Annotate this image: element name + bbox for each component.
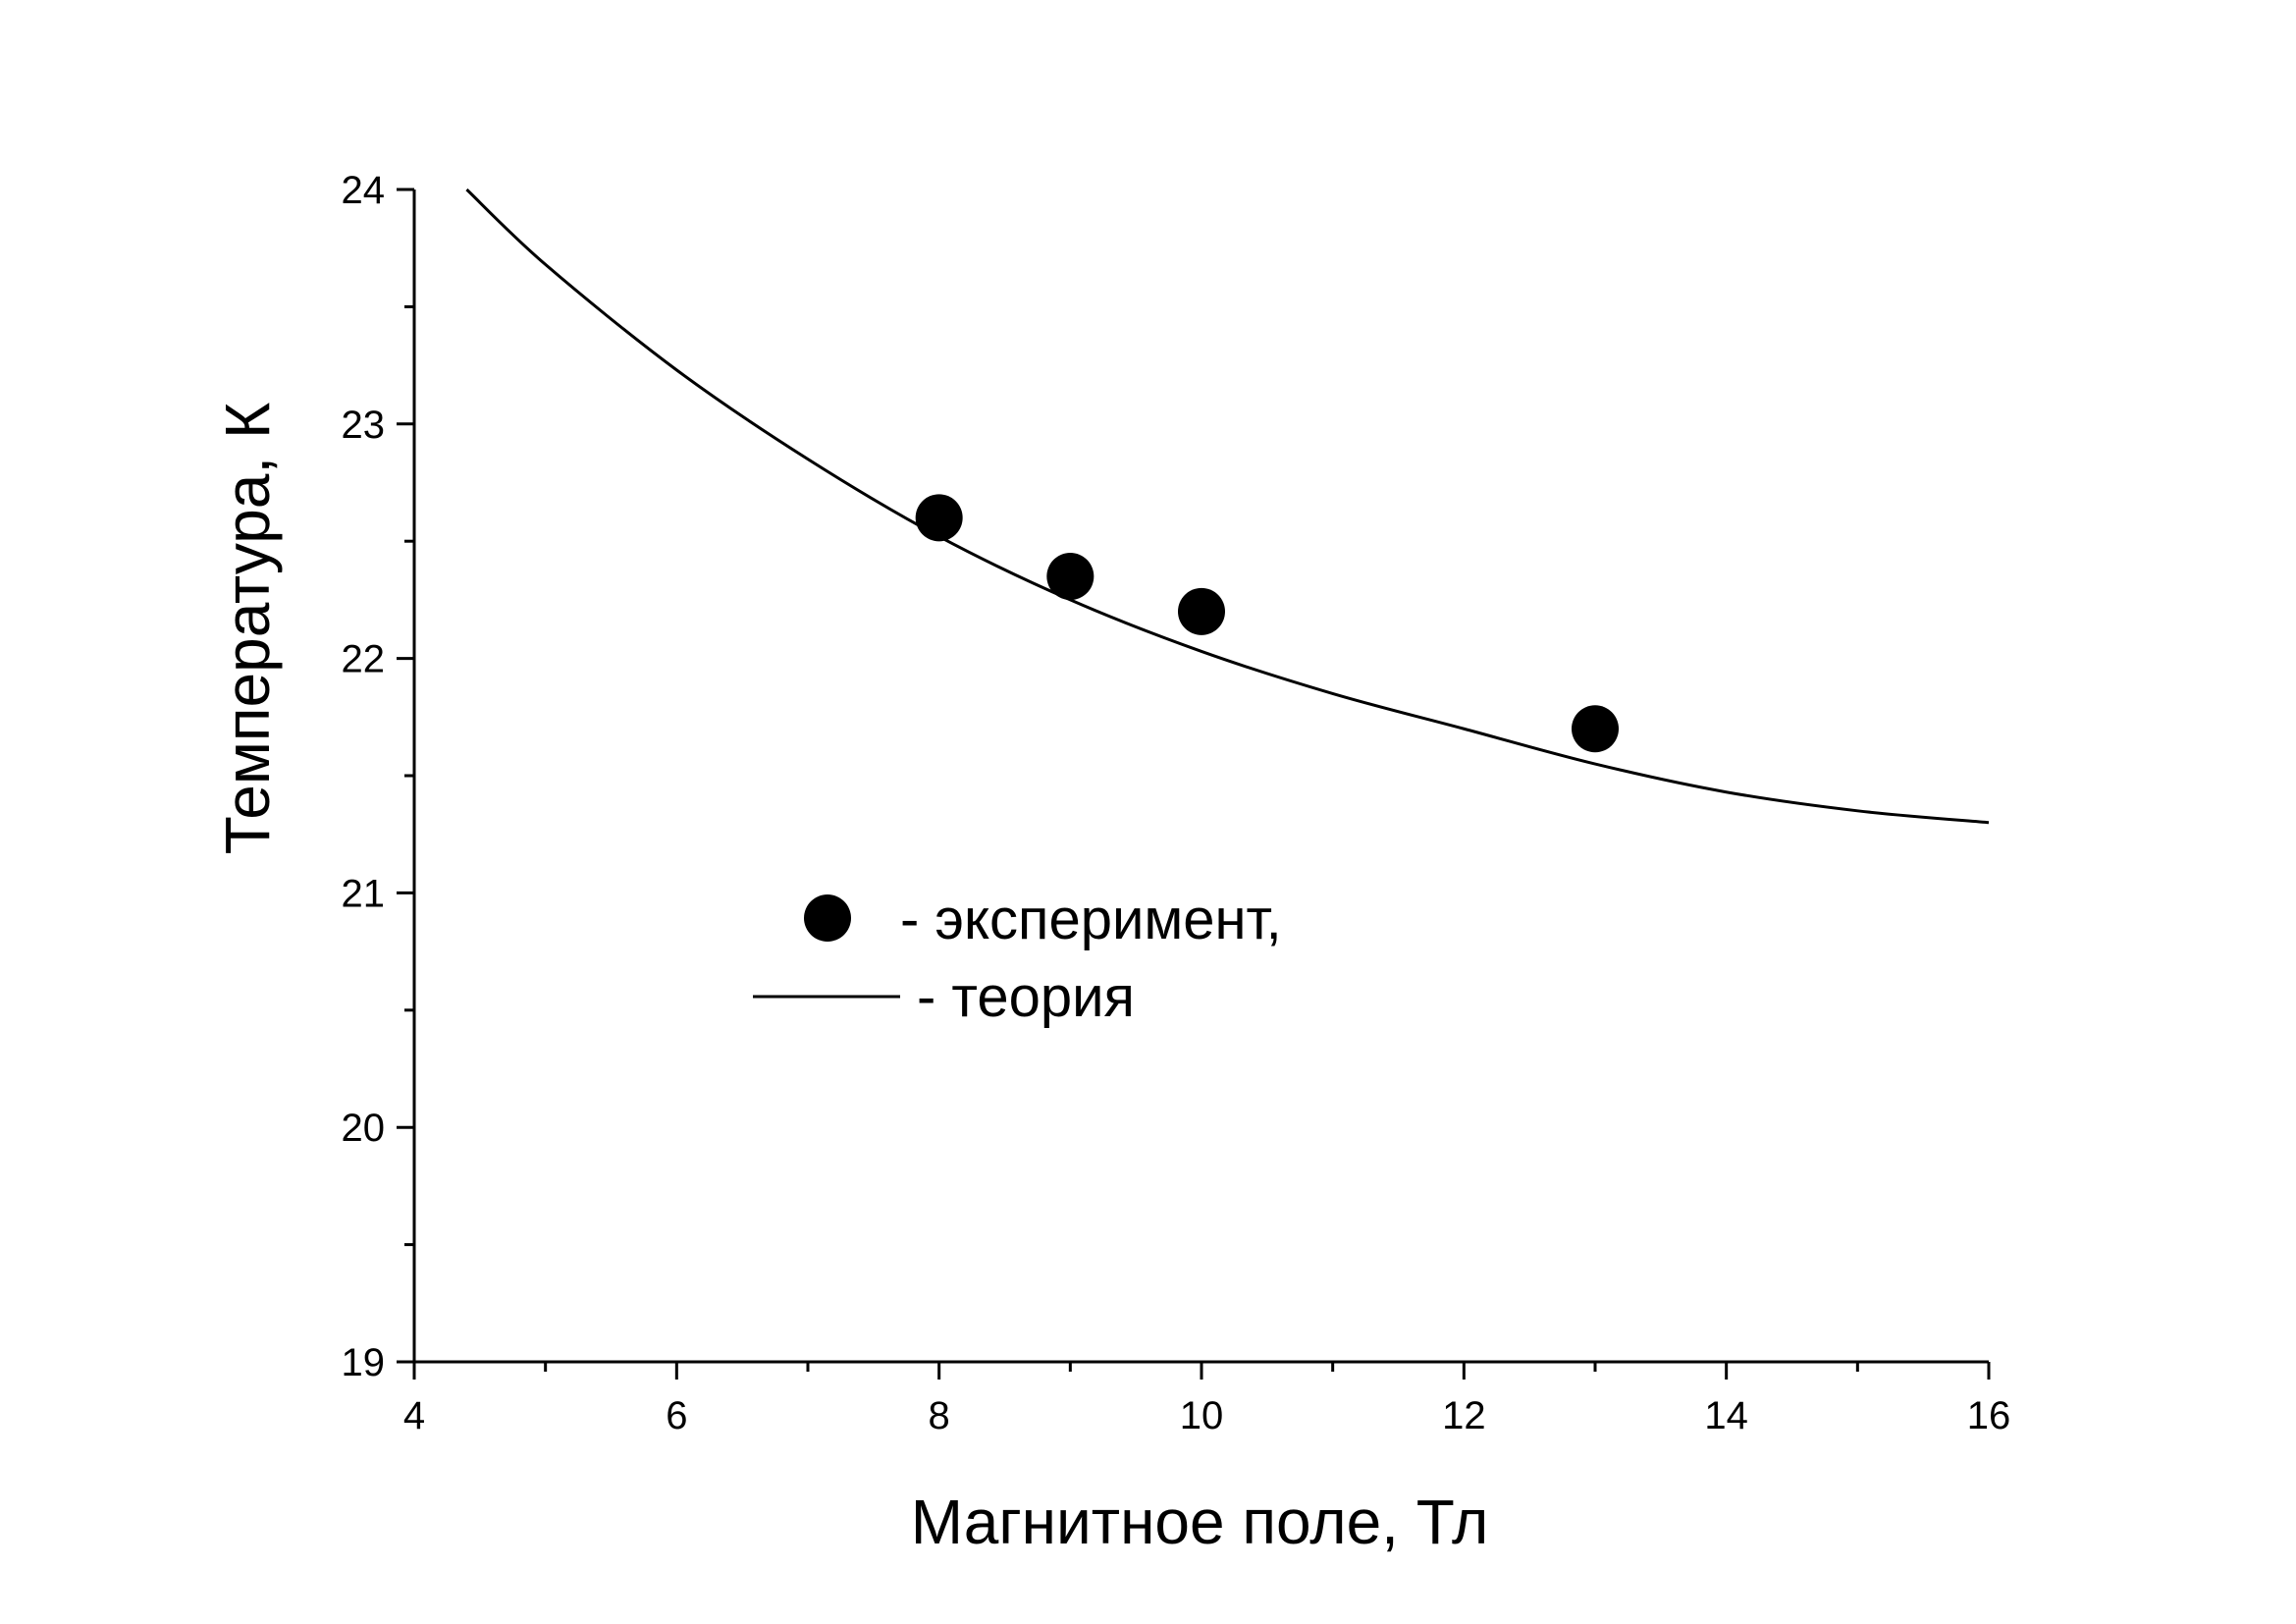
y-axis-ticks: 19 20 21 22 23 24 <box>342 169 414 1384</box>
x-tick-label: 6 <box>666 1394 687 1437</box>
x-tick-label: 10 <box>1180 1394 1224 1437</box>
x-tick-label: 8 <box>929 1394 950 1437</box>
x-axis-ticks: 4 6 8 10 12 14 16 <box>403 1362 2010 1437</box>
y-tick-label: 24 <box>342 169 386 212</box>
y-tick-label: 19 <box>342 1341 386 1384</box>
x-tick-label: 4 <box>403 1394 425 1437</box>
x-tick-label: 12 <box>1442 1394 1486 1437</box>
legend-label-theory: - теория <box>917 965 1135 1029</box>
y-tick-label: 21 <box>342 872 386 915</box>
y-tick-label: 22 <box>342 638 386 681</box>
data-point <box>1046 553 1095 601</box>
plot-area <box>465 188 1990 825</box>
theory-curve <box>465 188 1990 825</box>
x-tick-label: 16 <box>1967 1394 2011 1437</box>
y-tick-label: 20 <box>342 1107 386 1150</box>
data-point <box>1572 705 1619 753</box>
x-axis-title: Магнитное поле, Тл <box>911 1487 1489 1557</box>
y-axis-title: Температура, К <box>212 403 283 854</box>
legend-label-experiment: - эксперимент, <box>900 888 1282 951</box>
axes <box>412 189 1989 1364</box>
legend: - эксперимент, - теория <box>753 888 1282 1029</box>
data-point <box>1178 587 1225 635</box>
legend-marker-experiment <box>804 894 851 942</box>
data-point <box>915 494 963 542</box>
x-tick-label: 14 <box>1704 1394 1748 1437</box>
y-tick-label: 23 <box>342 404 386 447</box>
